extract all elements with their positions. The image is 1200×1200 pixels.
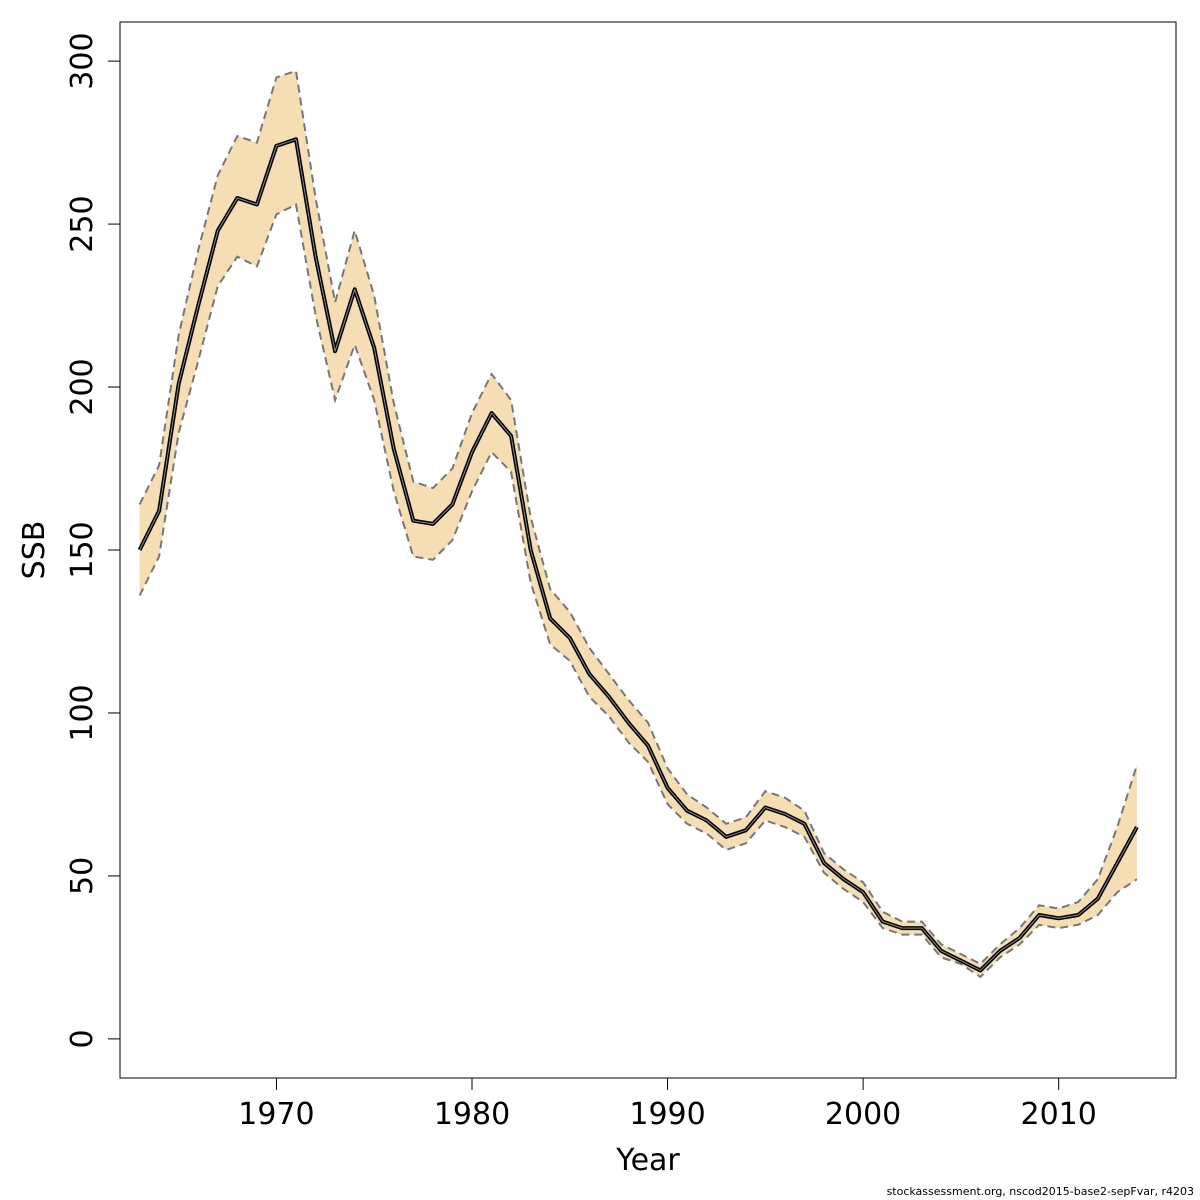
y-tick-label: 0 xyxy=(65,1029,100,1048)
y-tick-label: 50 xyxy=(65,857,100,895)
confidence-bound-layer xyxy=(138,69,1138,979)
y-axis-title: SSB xyxy=(17,521,52,580)
confidence-band-layer xyxy=(139,70,1137,977)
y-tick-label: 250 xyxy=(65,195,100,252)
estimate-line-highlight xyxy=(139,138,1138,971)
x-tick-label: 1970 xyxy=(238,1097,314,1132)
upper-bound-line xyxy=(138,69,1138,966)
footer-source-text: stockassessment.org, nscod2015-base2-sep… xyxy=(886,1185,1194,1198)
x-tick-label: 2000 xyxy=(825,1097,901,1132)
x-tick-label: 1990 xyxy=(629,1097,705,1132)
confidence-band xyxy=(139,70,1137,977)
y-axis: 0 50 100 150 200 250 300 xyxy=(65,32,120,1048)
x-axis: 1970 1980 1990 2000 2010 xyxy=(238,1078,1097,1132)
x-tick-label: 1980 xyxy=(434,1097,510,1132)
x-tick-label: 2010 xyxy=(1020,1097,1096,1132)
estimate-line-layer xyxy=(137,137,1139,973)
x-axis-title: Year xyxy=(615,1143,680,1178)
y-tick-label: 200 xyxy=(65,358,100,415)
y-tick-label: 150 xyxy=(65,521,100,578)
lower-bound-line xyxy=(138,203,1138,979)
estimate-line xyxy=(137,137,1139,973)
y-tick-label: 300 xyxy=(65,32,100,89)
y-tick-label: 100 xyxy=(65,684,100,741)
